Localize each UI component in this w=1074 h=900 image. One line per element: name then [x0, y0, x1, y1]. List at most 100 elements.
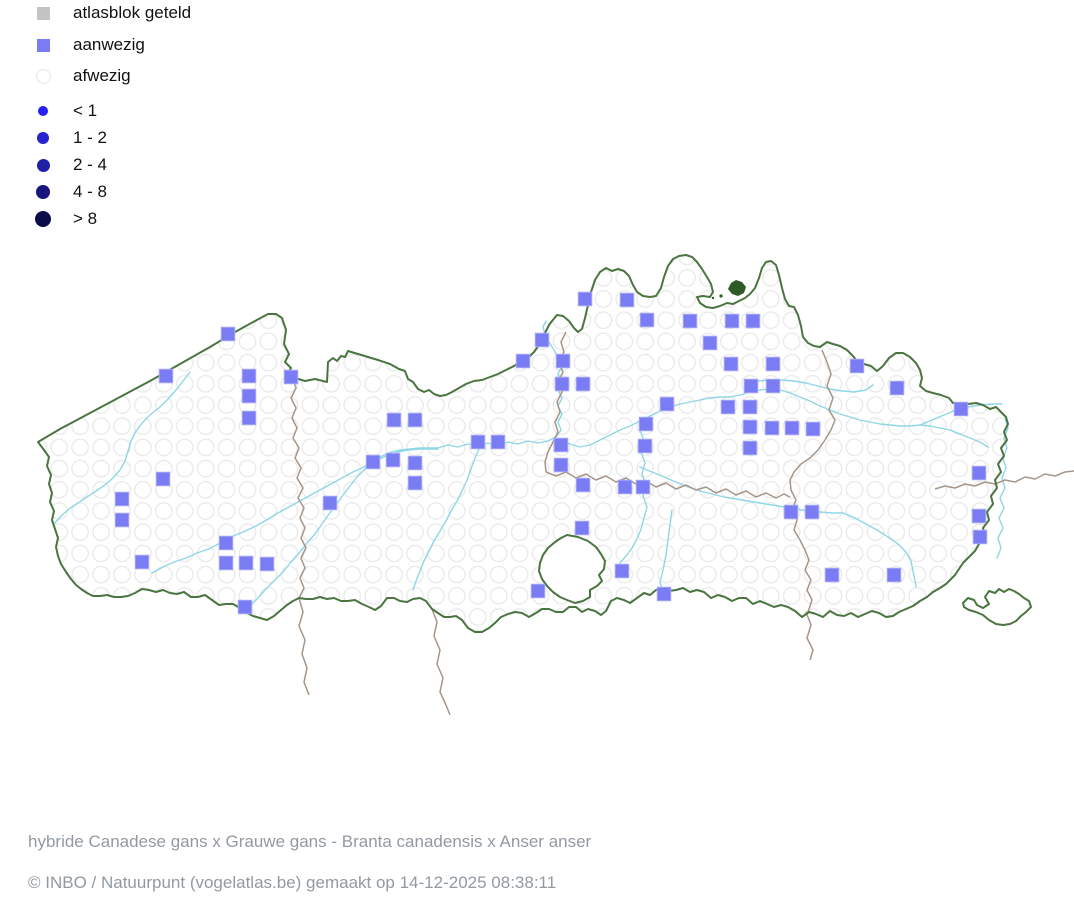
legend-item-afwezig: afwezig — [34, 67, 131, 85]
river-schelde-upper — [246, 447, 439, 610]
aanwezig-marker — [237, 599, 253, 615]
border-wvl-ovl — [290, 376, 310, 696]
aanwezig-marker — [490, 434, 506, 450]
aanwezig-marker — [365, 454, 381, 470]
aanwezig-marker — [783, 504, 799, 520]
flanders-border — [37, 254, 1032, 633]
distribution-map — [37, 254, 1074, 716]
province-borders — [290, 331, 1074, 716]
aanwezig-marker — [953, 401, 969, 417]
legend: atlasblok geteld aanwezig afwezig < 1 1 … — [0, 0, 320, 240]
border-liege-nl — [934, 470, 1074, 490]
aanwezig-marker — [238, 555, 254, 571]
aanwezig-marker — [656, 586, 672, 602]
legend-label: 4 - 8 — [73, 182, 108, 201]
aanwezig-marker — [702, 335, 718, 351]
aanwezig-marker — [218, 555, 234, 571]
copyright-text: © INBO / Natuurpunt (vogelatlas.be) gema… — [28, 873, 557, 892]
aanwezig-marker — [407, 412, 423, 428]
aanwezig-marker — [617, 479, 633, 495]
aanwezig-marker — [220, 326, 236, 342]
aanwezig-marker — [638, 416, 654, 432]
river-zenne — [659, 509, 673, 593]
aanwezig-marker — [575, 477, 591, 493]
aanwezig-marker — [764, 420, 780, 436]
border-south-stub-2 — [805, 611, 814, 661]
legend-label: < 1 — [73, 101, 98, 120]
aanwezig-marker — [574, 520, 590, 536]
aanwezig-marker — [742, 440, 758, 456]
aanwezig-marker — [720, 399, 736, 415]
legend-label: > 8 — [73, 209, 98, 228]
aanwezig-marker — [682, 313, 698, 329]
legend-item-1-2: 1 - 2 — [34, 129, 107, 147]
aanwezig-marker — [553, 437, 569, 453]
aanwezig-marker — [784, 420, 800, 436]
counted-block-icon — [34, 4, 52, 22]
legend-label: 2 - 4 — [73, 155, 108, 174]
flanders-outline — [37, 254, 1009, 633]
legend-item-lt1: < 1 — [34, 102, 97, 120]
aanwezig-marker — [724, 313, 740, 329]
aanwezig-marker — [283, 369, 299, 385]
legend-item-atlasblok-geteld: atlasblok geteld — [34, 4, 191, 22]
species-title: hybride Canadese gans x Grauwe gans - Br… — [28, 832, 592, 851]
aanwezig-marker — [849, 358, 865, 374]
aanwezig-marker — [218, 535, 234, 551]
density-dot-icon — [34, 156, 52, 174]
aanwezig-marker — [639, 312, 655, 328]
aanwezig-marker — [241, 388, 257, 404]
present-markers — [114, 291, 988, 615]
legend-item-gt8: > 8 — [34, 210, 97, 228]
aanwezig-marker — [765, 356, 781, 372]
aanwezig-marker — [114, 512, 130, 528]
border-south-stub-1 — [431, 608, 451, 716]
aanwezig-marker — [386, 412, 402, 428]
river-dijle — [619, 429, 648, 564]
aanwezig-marker — [134, 554, 150, 570]
aanwezig-marker — [886, 567, 902, 583]
aanwezig-marker — [637, 438, 653, 454]
aanwezig-marker — [577, 291, 593, 307]
aanwezig-marker — [155, 471, 171, 487]
aanwezig-marker — [241, 410, 257, 426]
aanwezig-marker — [971, 465, 987, 481]
aanwezig-marker — [804, 504, 820, 520]
aanwezig-marker — [114, 491, 130, 507]
aanwezig-marker — [553, 457, 569, 473]
aanwezig-marker — [614, 563, 630, 579]
aanwezig-marker — [515, 353, 531, 369]
aanwezig-marker — [765, 378, 781, 394]
aanwezig-marker — [407, 455, 423, 471]
aanwezig-marker — [534, 332, 550, 348]
aanwezig-marker — [659, 396, 675, 412]
border-antwerpen-limburg — [789, 349, 836, 613]
aanwezig-marker — [742, 399, 758, 415]
river-ijzer — [54, 371, 191, 524]
brussels-enclave — [538, 534, 606, 604]
density-dot-icon — [34, 183, 52, 201]
aanwezig-marker — [158, 368, 174, 384]
aanwezig-marker — [743, 378, 759, 394]
border-antwerpen-brabant — [545, 471, 791, 499]
aanwezig-marker — [530, 583, 546, 599]
aanwezig-marker — [635, 479, 651, 495]
aanwezig-marker — [554, 376, 570, 392]
legend-label: atlasblok geteld — [73, 3, 192, 22]
aanwezig-marker — [259, 556, 275, 572]
present-block-icon — [34, 36, 52, 54]
aanwezig-marker — [322, 495, 338, 511]
density-dot-icon — [34, 129, 52, 147]
density-dot-icon — [34, 102, 52, 120]
legend-label: 1 - 2 — [73, 128, 108, 147]
river-jeker — [842, 512, 917, 588]
aanwezig-marker — [407, 475, 423, 491]
legend-item-4-8: 4 - 8 — [34, 183, 107, 201]
absent-block-icon — [34, 67, 52, 85]
density-dot-icon — [34, 210, 52, 228]
aanwezig-marker — [385, 452, 401, 468]
aanwezig-marker — [972, 529, 988, 545]
aanwezig-marker — [745, 313, 761, 329]
legend-item-aanwezig: aanwezig — [34, 36, 145, 54]
aanwezig-marker — [619, 292, 635, 308]
